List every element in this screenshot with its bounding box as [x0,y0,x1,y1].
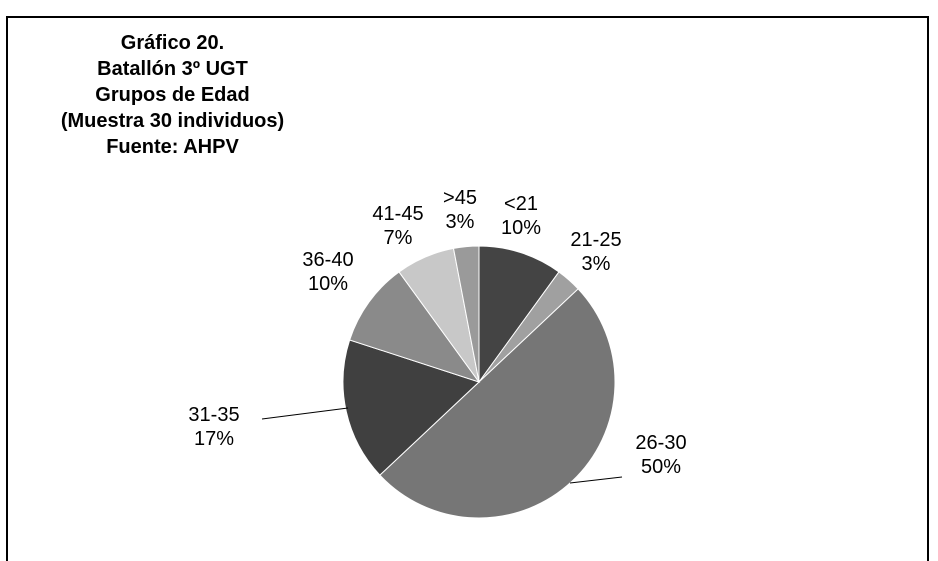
chart-title-line-1: Gráfico 20. [120,32,225,54]
pie-slice-5 [349,271,481,383]
chart-title-line-3: Grupos de Edad [95,84,250,106]
slice-label-7: >45 3% [443,187,477,233]
slice-category-label: 41-45 [372,203,423,225]
slice-category-label: <21 [504,193,538,215]
slice-percent-label: 3% [446,211,475,233]
slice-label-3: 26-30 50% [635,432,686,478]
slice-percent-label: 10% [501,217,541,239]
chart-frame [6,16,929,561]
slice-percent-label: 50% [641,456,681,478]
pie-slice-7 [452,245,480,383]
slice-category-label: 21-25 [570,229,621,251]
chart-title-line-2: Batallón 3º UGT [97,58,248,80]
leader-line-3 [569,476,623,484]
slice-percent-label: 10% [308,273,348,295]
slice-percent-label: 17% [194,428,234,450]
slice-category-label: >45 [443,187,477,209]
slice-label-2: 21-25 3% [570,229,621,275]
slice-label-6: 41-45 7% [372,203,423,249]
slice-percent-label: 3% [582,253,611,275]
slice-category-label: 26-30 [635,432,686,454]
chart-title-line-4: (Muestra 30 individuos) [60,110,285,132]
chart-title: Gráfico 20. Batallón 3º UGT Grupos de Ed… [0,30,345,160]
slice-label-5: 36-40 10% [302,249,353,295]
slice-category-label: 36-40 [302,249,353,271]
slice-label-1: <21 10% [501,193,541,239]
pie-slice-4 [342,339,480,476]
leader-line-4 [261,407,349,420]
chart-title-line-5: Fuente: AHPV [106,136,239,158]
slice-percent-label: 7% [384,227,413,249]
pie-slice-1 [478,245,560,384]
slice-category-label: 31-35 [188,404,239,426]
pie-slice-3 [379,288,616,519]
slice-label-4: 31-35 17% [188,404,239,450]
